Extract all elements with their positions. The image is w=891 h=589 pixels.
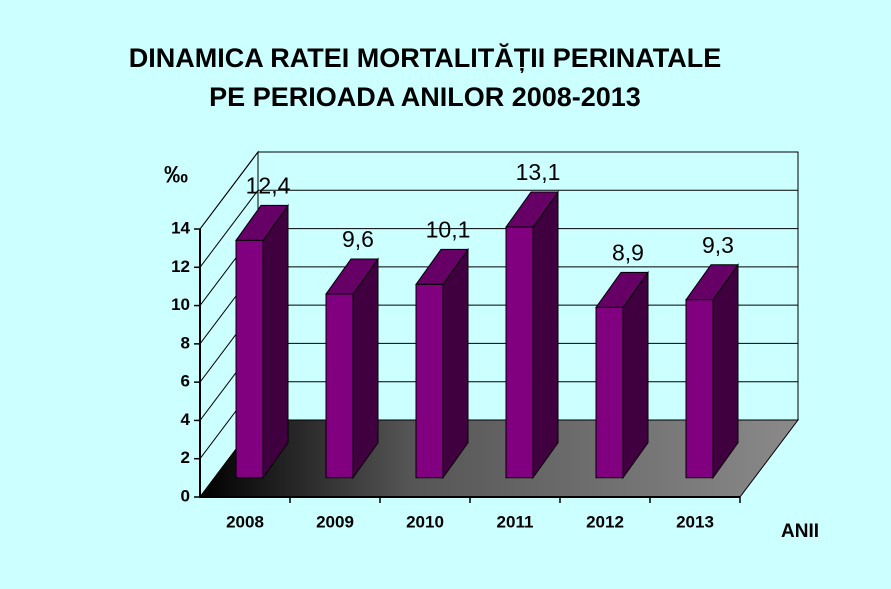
bar-side <box>532 190 559 480</box>
y-tick-label: 0 <box>181 486 190 505</box>
value-label: 10,1 <box>426 216 471 242</box>
value-label: 12,4 <box>246 172 291 198</box>
value-label: 13,1 <box>516 159 561 185</box>
bar <box>685 299 714 479</box>
bar-side <box>352 257 379 480</box>
y-axis-label: ‰ <box>164 161 188 188</box>
bar <box>595 306 624 479</box>
bar-side <box>622 270 649 480</box>
x-tick-label: 2008 <box>226 512 264 531</box>
x-axis-label: ANII <box>781 521 819 542</box>
bar-side <box>262 203 289 480</box>
bar <box>505 226 534 479</box>
x-tick-label: 2011 <box>497 512 534 531</box>
y-tick-label: 14 <box>171 218 190 237</box>
x-tick-label: 2009 <box>316 512 354 531</box>
grid-line <box>199 151 798 230</box>
bar <box>235 239 264 479</box>
value-label: 9,3 <box>702 232 734 258</box>
value-label: 8,9 <box>612 239 644 265</box>
bar-side <box>712 263 739 480</box>
y-tick-label: 6 <box>181 372 190 391</box>
grid-line <box>199 189 798 268</box>
plot-area: 0 2 4 6 8 10 12 14 2008 12,4 2009 9,6 2010 10,1 2011 13… <box>171 150 800 531</box>
x-tick-label: 2010 <box>406 512 444 531</box>
x-tick-label: 2012 <box>586 512 624 531</box>
y-tick-label: 8 <box>181 333 190 352</box>
chart-title: DINAMICA RATEI MORTALITĂȚII PERINATALE <box>129 42 721 73</box>
y-tick-label: 4 <box>181 410 191 429</box>
y-tick-label: 2 <box>181 448 190 467</box>
y-tick-label: 12 <box>171 257 190 276</box>
bar-side <box>442 247 469 480</box>
bar <box>415 283 444 479</box>
value-label: 9,6 <box>342 226 374 252</box>
y-tick-label: 10 <box>171 295 190 314</box>
bar <box>325 293 354 479</box>
chart-title: PE PERIOADA ANILOR 2008-2013 <box>209 82 641 112</box>
x-tick-label: 2013 <box>676 512 714 531</box>
